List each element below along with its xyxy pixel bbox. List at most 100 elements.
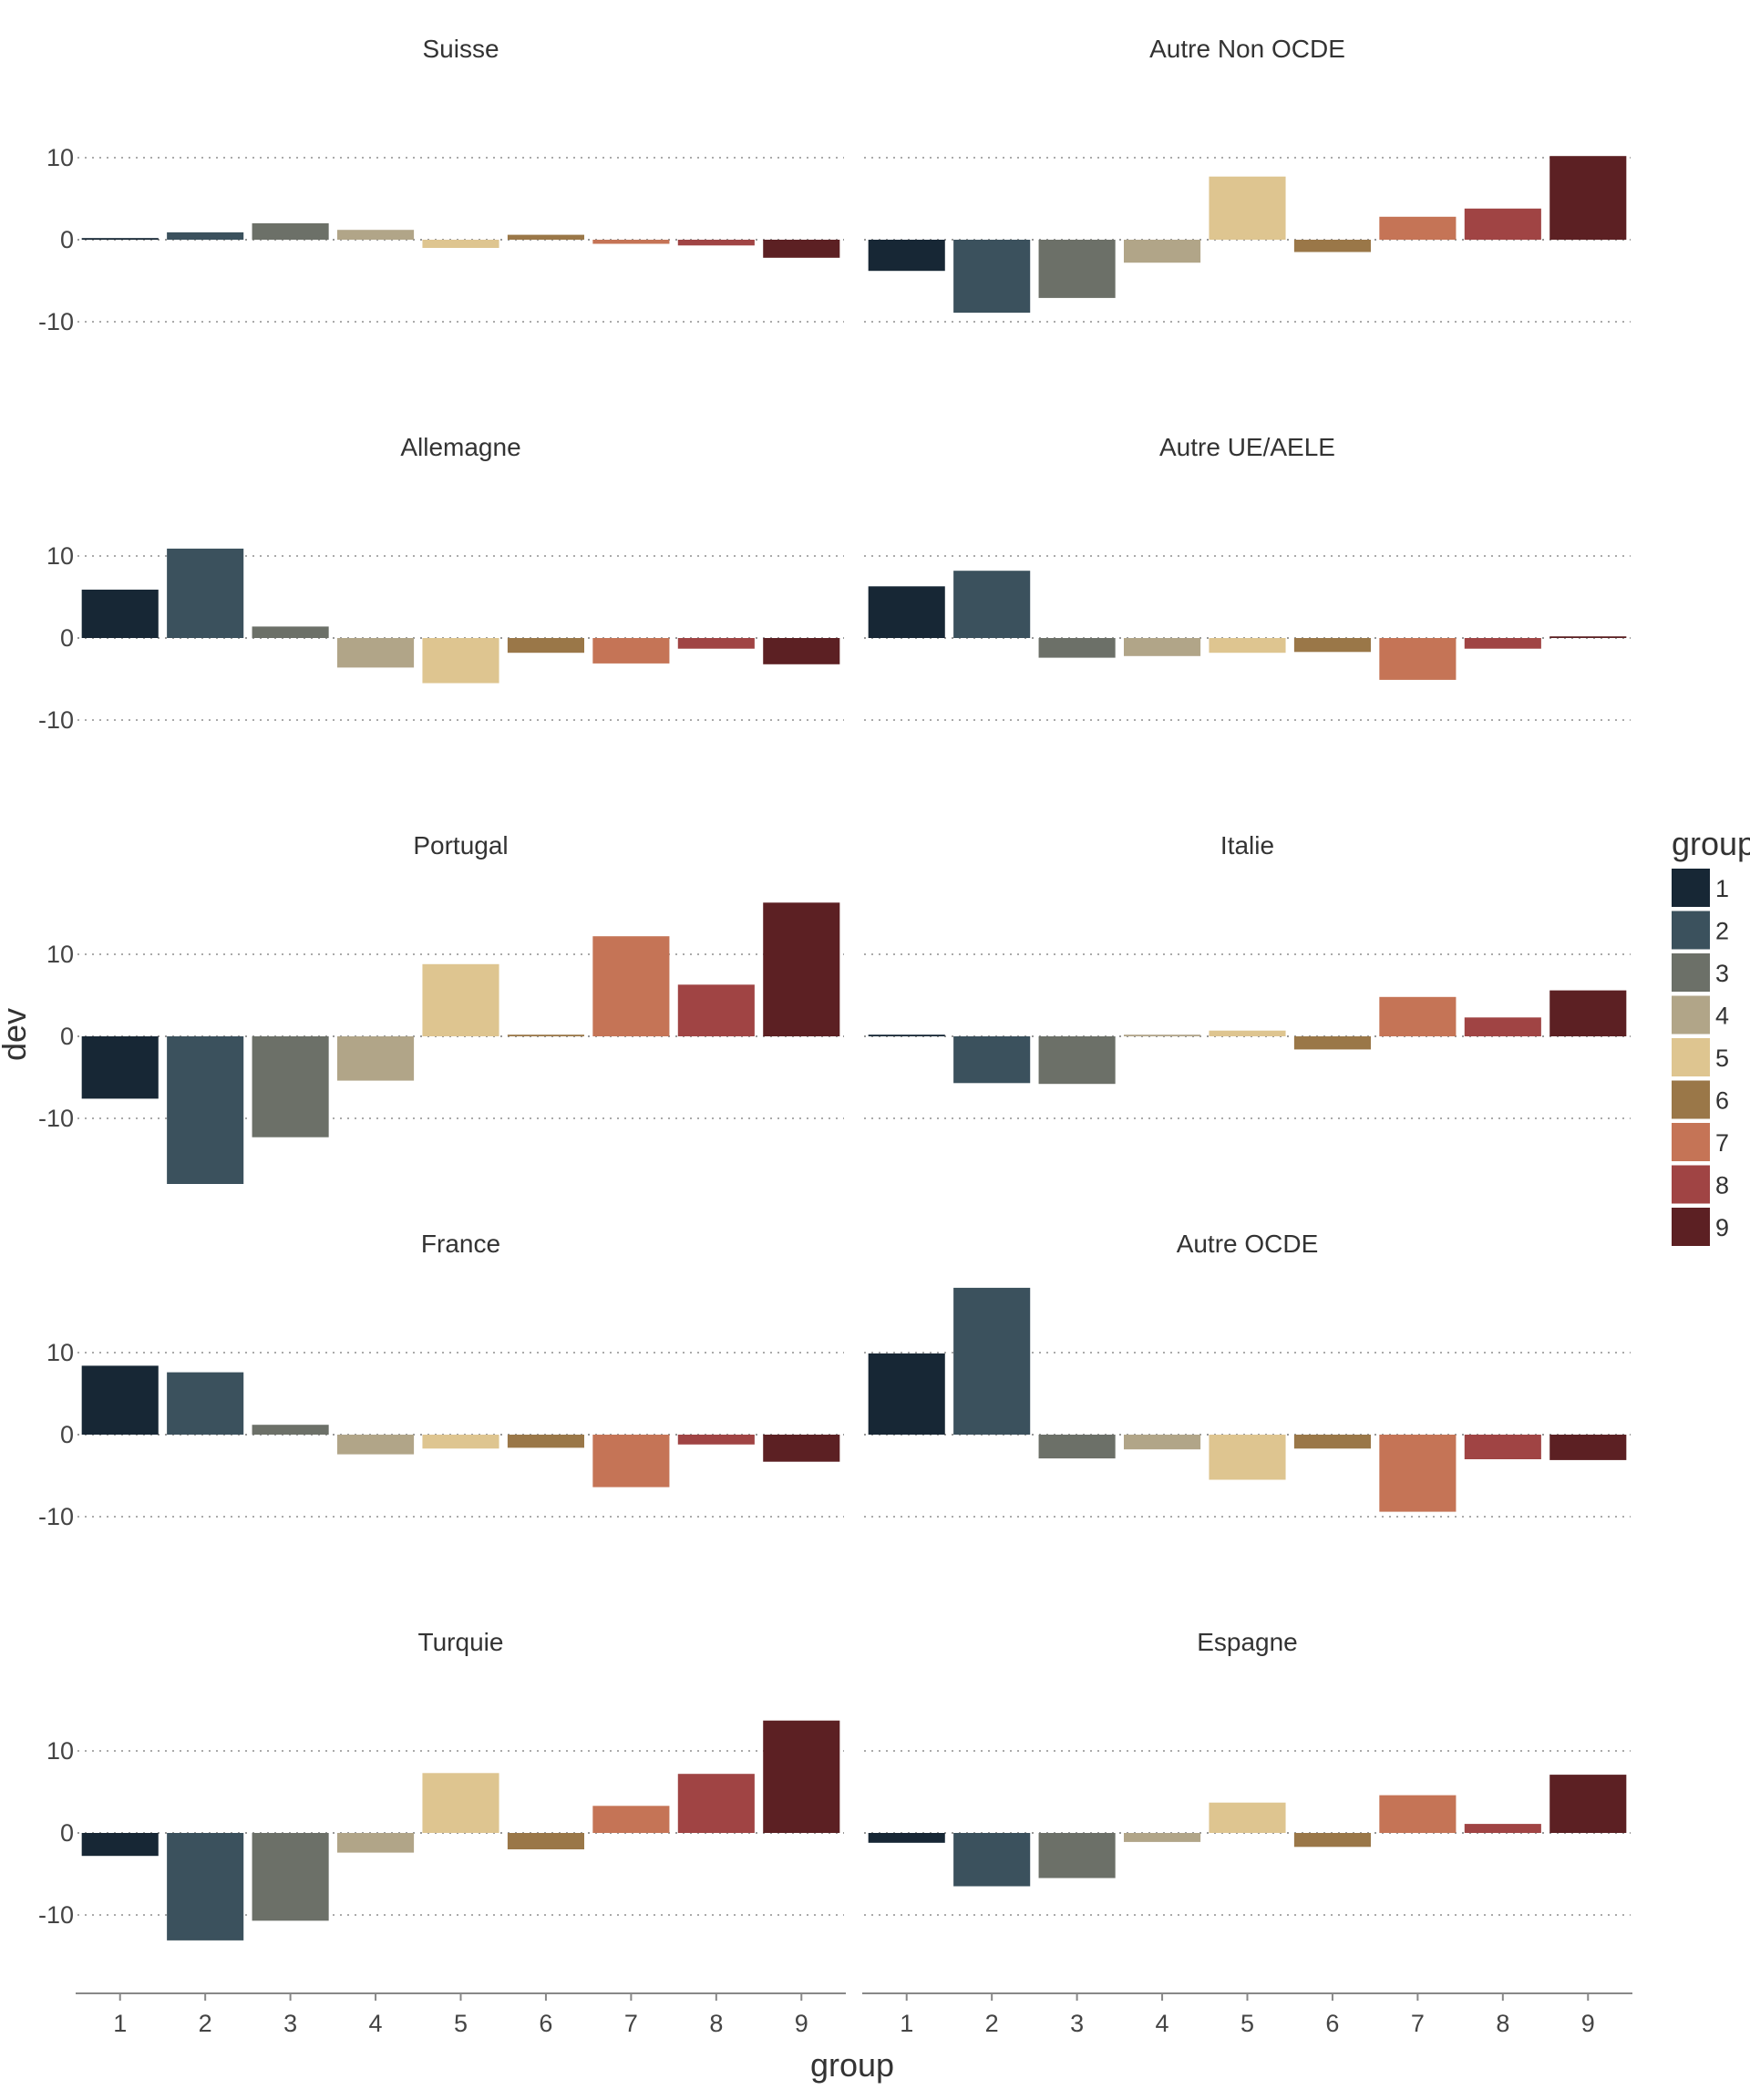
legend-label: 1 [1715,875,1729,902]
x-tick-label: 7 [1411,2010,1425,2037]
x-tick-label: 7 [624,2010,638,2037]
panel-title: Allemagne [400,433,520,461]
x-tick-label: 2 [199,2010,212,2037]
bar [252,1036,329,1138]
bar [763,638,840,664]
bar [592,240,670,244]
bar [422,1773,499,1833]
bar [677,1435,755,1445]
legend-swatch [1672,1080,1710,1119]
x-tick-label: 2 [985,2010,999,2037]
legend-swatch [1672,1165,1710,1204]
bar [1549,990,1627,1036]
panel-title: Autre Non OCDE [1149,35,1345,63]
legend-label: 3 [1715,960,1729,987]
legend-label: 7 [1715,1129,1729,1157]
bar [167,1372,244,1435]
bar [1293,1435,1371,1449]
bar [1124,1435,1201,1450]
x-tick-label: 1 [900,2010,913,2037]
bar [1464,208,1541,240]
bar [422,638,499,684]
bar [1549,1775,1627,1833]
bar [763,240,840,258]
bar [81,238,159,240]
bar [592,936,670,1036]
panel-title: Autre UE/AELE [1159,433,1335,461]
legend-swatch [1672,953,1710,992]
bar [592,1435,670,1488]
bar [422,1435,499,1449]
bar [167,1036,244,1184]
x-axis-title: group [810,2046,894,2084]
panel-title: Autre OCDE [1177,1230,1319,1258]
bar [1549,1435,1627,1460]
bar [167,1833,244,1940]
bar [1464,1824,1541,1833]
bar [1293,1036,1371,1050]
bar [337,1833,415,1853]
legend-label: 8 [1715,1172,1729,1199]
y-tick-label: 0 [60,1023,74,1050]
panel-title: Suisse [422,35,499,63]
legend-swatch [1672,869,1710,907]
bar [953,1036,1031,1084]
bar [1464,1017,1541,1036]
panel: Suisse -10 0 10 [38,35,844,335]
bar [763,1435,840,1462]
legend-swatch [1672,995,1710,1035]
bar [1379,1435,1457,1512]
x-tick-label: 3 [283,2010,297,2037]
legend: group 1 2 3 4 5 6 7 8 9 [1672,825,1750,1246]
bar [763,902,840,1036]
panel: Autre OCDE [864,1230,1631,1518]
bar [1379,996,1457,1036]
y-tick-label: 10 [46,144,74,171]
bar [507,1435,584,1448]
bar [507,234,584,240]
legend-label: 6 [1715,1087,1729,1115]
panel-title: France [421,1230,500,1258]
y-tick-label: -10 [38,1901,74,1929]
y-axis-title: dev [0,1008,33,1061]
y-tick-label: -10 [38,308,74,335]
legend-swatch [1672,1208,1710,1246]
bar [1038,1435,1116,1459]
panel-title: Italie [1220,831,1274,860]
legend-label: 5 [1715,1045,1729,1072]
bar [252,223,329,240]
panel: Italie [864,831,1631,1119]
panel: Espagne [864,1628,1631,1916]
y-tick-label: -10 [38,706,74,734]
bar [1038,240,1116,298]
y-tick-label: 0 [60,1421,74,1448]
bar [81,1833,159,1857]
bar [592,1806,670,1833]
bar [1209,1435,1286,1480]
x-tick-label: 1 [113,2010,127,2037]
bar [763,1720,840,1833]
y-tick-label: 0 [60,226,74,253]
bar [953,1287,1031,1435]
x-tick-label: 8 [1496,2010,1509,2037]
bar [422,240,499,248]
bar [1038,1036,1116,1085]
bar [1293,240,1371,252]
legend-label: 2 [1715,918,1729,945]
bar [1209,1030,1286,1036]
bar [868,586,945,638]
bar [422,963,499,1036]
x-tick-label: 6 [539,2010,552,2037]
bar [1038,638,1116,658]
bar [677,638,755,649]
panel: Portugal -10 0 10 [38,831,844,1184]
bar [81,589,159,638]
bar [868,1353,945,1435]
legend-label: 4 [1715,1003,1729,1030]
bar [868,1035,945,1036]
bar [592,638,670,664]
bar [1379,638,1457,680]
x-tick-label: 9 [795,2010,808,2037]
bar [677,240,755,246]
panels-layer: Suisse -10 0 10 Autre Non OCDE Allemagne -10 0 1… [38,35,1631,1940]
